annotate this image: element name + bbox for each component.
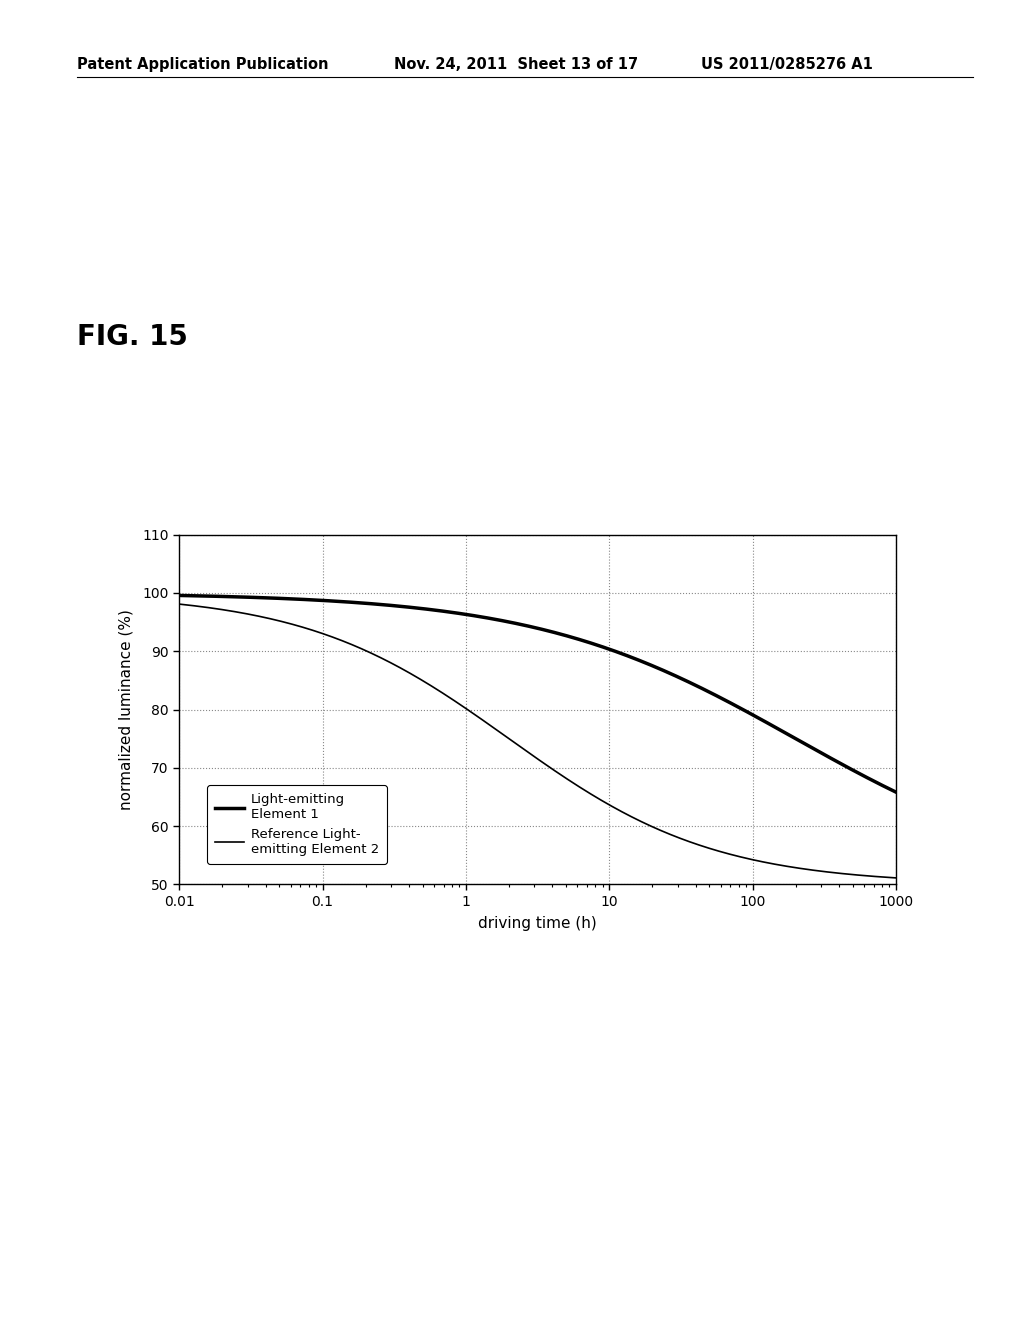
Legend: Light-emitting
Element 1, Reference Light-
emitting Element 2: Light-emitting Element 1, Reference Ligh… [207, 785, 387, 863]
Text: Patent Application Publication: Patent Application Publication [77, 57, 329, 71]
Text: Nov. 24, 2011  Sheet 13 of 17: Nov. 24, 2011 Sheet 13 of 17 [394, 57, 638, 71]
Text: US 2011/0285276 A1: US 2011/0285276 A1 [701, 57, 873, 71]
Text: FIG. 15: FIG. 15 [77, 323, 187, 351]
X-axis label: driving time (h): driving time (h) [478, 916, 597, 931]
Y-axis label: normalized luminance (%): normalized luminance (%) [119, 609, 134, 810]
